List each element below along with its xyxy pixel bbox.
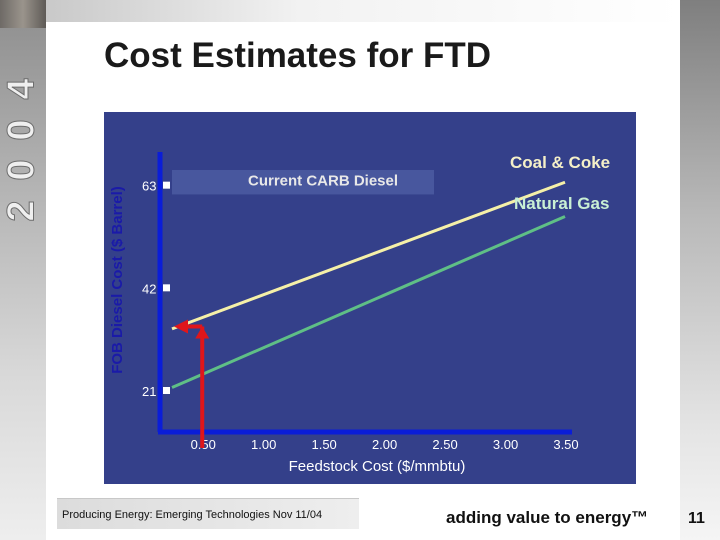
page-number: 11 — [688, 510, 705, 528]
legend-label-natural-gas: Natural Gas — [514, 194, 609, 213]
y-tick-label: 42 — [142, 281, 156, 296]
y-axis-title: FOB Diesel Cost ($ Barrel) — [109, 186, 126, 374]
x-tick-group: 0.501.001.502.002.503.003.50 — [191, 437, 579, 452]
series-line-natural-gas — [172, 216, 565, 387]
tagline: adding value to energy™ — [446, 508, 648, 528]
x-tick-label: 2.00 — [372, 437, 397, 452]
x-axis-title: Feedstock Cost ($/mmbtu) — [289, 458, 466, 475]
x-tick-label: 3.00 — [493, 437, 518, 452]
y-tick-mark — [163, 182, 170, 189]
y-tick-mark — [163, 387, 170, 394]
y-tick-label: 63 — [142, 179, 156, 194]
legend-label-coal-coke: Coal & Coke — [510, 153, 610, 172]
carb-diesel-label: Current CARB Diesel — [248, 172, 398, 189]
x-tick-label: 1.00 — [251, 437, 276, 452]
red-marker-left-arrowhead — [174, 319, 188, 333]
series-line-coal-coke — [172, 182, 565, 329]
x-tick-label: 2.50 — [432, 437, 457, 452]
y-tick-mark — [163, 284, 170, 291]
footer-text: Producing Energy: Emerging Technologies … — [62, 509, 322, 521]
x-tick-label: 1.50 — [311, 437, 336, 452]
y-tick-label: 21 — [142, 384, 156, 399]
y-tick-group: 21 42 63 — [142, 179, 170, 399]
x-tick-label: 3.50 — [553, 437, 578, 452]
cost-chart: Current CARB Diesel Coal & Coke Natural … — [0, 0, 720, 540]
